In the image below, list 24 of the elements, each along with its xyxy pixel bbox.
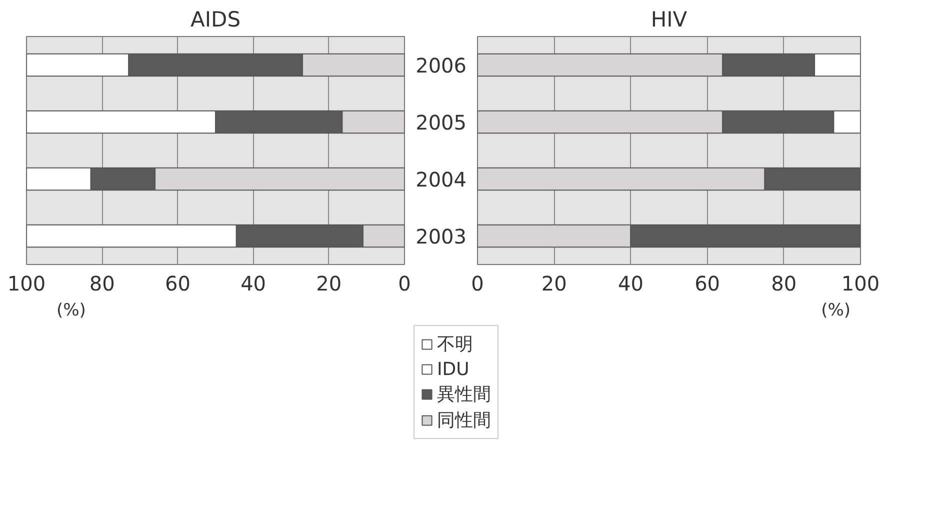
legend-label: 同性間 [437, 409, 491, 432]
legend-label: IDU [437, 358, 470, 380]
x-tick-label: 0 [398, 272, 411, 296]
chart-title: AIDS [190, 8, 241, 32]
x-tick-label: 0 [471, 272, 484, 296]
x-tick-label: 40 [240, 272, 266, 296]
x-tick-label: 100 [7, 272, 46, 296]
y-tick-label: 2006 [416, 54, 467, 78]
y-tick-label: 2003 [416, 224, 467, 248]
y-tick-label: 2004 [416, 168, 467, 192]
x-tick-label: 80 [771, 272, 797, 296]
x-tick-label: 60 [164, 272, 190, 296]
x-tick-label: 20 [541, 272, 567, 296]
x-tick-label: 20 [316, 272, 342, 296]
legend-label: 異性間 [437, 383, 491, 406]
x-tick-label: 100 [841, 272, 880, 296]
chart-title: HIV [650, 8, 688, 32]
x-tick-label: 40 [618, 272, 644, 296]
legend-label: 不明 [437, 333, 473, 356]
x-axis-title: (%) [56, 300, 86, 320]
x-tick-label: 60 [694, 272, 720, 296]
y-tick-label: 2005 [416, 110, 467, 134]
x-tick-label: 80 [89, 272, 115, 296]
x-axis-title: (%) [821, 300, 851, 320]
